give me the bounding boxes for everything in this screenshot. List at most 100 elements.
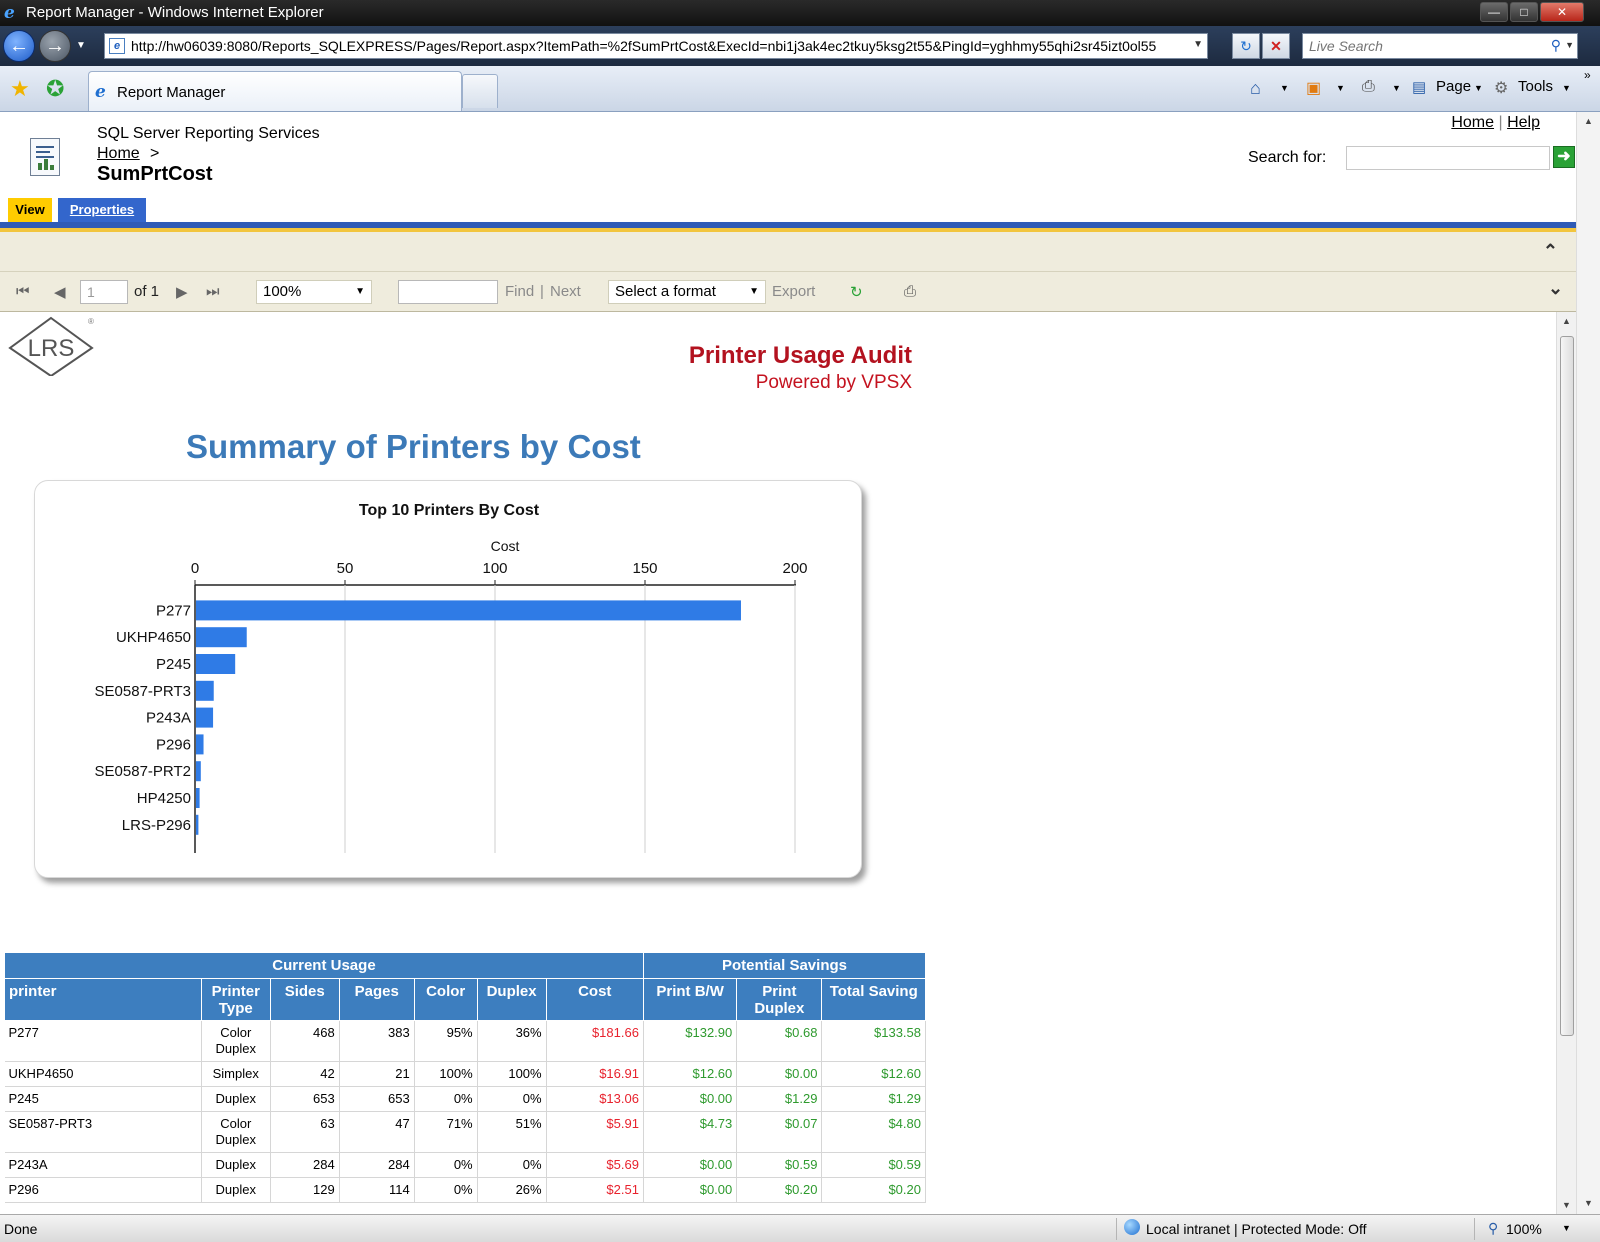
audit-subtitle: Powered by VPSX [755,372,912,393]
table-cell: 36% [477,1020,547,1062]
chart-bar [196,600,741,621]
page-vertical-scrollbar[interactable]: ▲ ▼ [1576,112,1600,1214]
tools-dropdown-icon[interactable]: ▼ [1562,83,1571,93]
page-menu[interactable]: Page [1436,78,1472,95]
maximize-button[interactable]: □ [1510,2,1538,22]
status-bar: Done Local intranet | Protected Mode: Of… [0,1214,1600,1242]
ie-logo-icon: e [4,3,15,23]
audit-title: Printer Usage Audit [688,342,912,369]
print-dropdown-icon[interactable]: ▼ [1392,83,1401,93]
export-format-value: Select a format [615,283,716,300]
chart-bar [196,734,204,755]
live-search-box[interactable]: ⚲ ▼ [1302,33,1578,59]
tab-properties[interactable]: Properties [58,198,146,222]
table-row: UKHP4650 Simplex 42 21 100% 100% $16.91 $12.60 $… [4,1061,926,1087]
table-cell: $5.91 [546,1111,644,1153]
collapse-parameters-icon[interactable]: ⌃ [1542,241,1558,261]
tab-label: Report Manager [117,84,226,101]
forward-button[interactable]: → [39,30,71,62]
chart-bar [196,627,247,648]
page-scroll-down-icon[interactable]: ▼ [1584,1198,1593,1208]
find-input[interactable] [398,280,498,304]
chart-x-tick-label: 0 [191,560,199,577]
table-cell: 21 [339,1061,415,1087]
address-url[interactable]: http://hw06039:8080/Reports_SQLEXPRESS/P… [131,38,1157,54]
first-page-icon[interactable]: ⏮ [16,283,30,300]
print-icon[interactable]: ⎙ [1362,78,1375,95]
back-button[interactable]: ← [3,30,35,62]
live-search-input[interactable] [1303,34,1543,58]
stop-icon[interactable]: ✕ [1262,33,1290,59]
page-scroll-up-icon[interactable]: ▲ [1584,116,1593,126]
next-link[interactable]: Next [550,283,581,300]
service-name: SQL Server Reporting Services [97,125,320,142]
export-format-select[interactable]: Select a format ▼ [608,280,766,304]
search-dropdown-icon[interactable]: ▼ [1565,40,1574,50]
column-header: Print Duplex [736,978,823,1021]
table-cell: $0.00 [736,1061,823,1087]
favorites-star-icon[interactable]: ★ [10,76,30,101]
address-bar[interactable]: e http://hw06039:8080/Reports_SQLEXPRESS… [104,33,1208,59]
expand-toolbar-icon[interactable]: ⌄ [1548,278,1564,298]
page-menu-dropdown-icon[interactable]: ▼ [1474,83,1483,93]
table-cell: $0.07 [736,1111,823,1153]
header-divider-blue [0,222,1576,228]
home-dropdown-icon[interactable]: ▼ [1280,83,1289,93]
feeds-icon[interactable]: ▣ [1306,80,1322,97]
chevron-more-icon[interactable]: » [1584,68,1591,82]
previous-page-icon[interactable]: ◀ [54,284,66,301]
table-cell: P243A [4,1152,202,1178]
table-cell: $0.20 [736,1177,823,1203]
table-cell: 95% [414,1020,478,1062]
header-divider-yellow [0,228,1576,232]
add-favorites-icon[interactable]: ✪ [46,76,65,101]
scrollbar-thumb[interactable] [1560,336,1574,1036]
search-input[interactable] [1346,146,1550,170]
last-page-icon[interactable]: ⏭ [206,283,220,300]
table-cell: $12.60 [643,1061,738,1087]
table-cell: $0.00 [643,1086,738,1112]
new-tab-button[interactable] [462,74,498,108]
history-dropdown-icon[interactable]: ▼ [76,40,86,51]
chart-bar [196,814,199,835]
breadcrumb-separator: > [150,145,160,162]
page-title: SumPrtCost [97,163,213,185]
feeds-dropdown-icon[interactable]: ▼ [1336,83,1345,93]
search-label: Search for: [1248,149,1327,166]
browser-tab[interactable]: e Report Manager [88,71,462,111]
table-cell: P245 [4,1086,202,1112]
zoom-dropdown-icon[interactable]: ▼ [1562,1223,1571,1233]
table-cell: 47 [339,1111,415,1153]
help-link[interactable]: Help [1507,114,1540,131]
refresh-icon[interactable]: ↻ [1232,33,1260,59]
address-dropdown-icon[interactable]: ▼ [1193,39,1203,50]
refresh-report-icon[interactable]: ↻ [850,284,863,301]
next-page-icon[interactable]: ▶ [176,284,188,301]
search-icon[interactable]: ⚲ [1550,37,1561,53]
status-zoom[interactable]: 100% [1506,1221,1542,1237]
table-cell: 0% [477,1152,547,1178]
home-link[interactable]: Home [1451,114,1495,131]
home-icon[interactable]: ⌂ [1250,78,1261,98]
export-link[interactable]: Export [772,283,816,300]
minimize-button[interactable]: — [1480,2,1508,22]
report-toolbar: ⏮ ◀ 1 of 1 ▶ ⏭ 100% ▼ Find | Next Select… [0,272,1576,312]
search-go-button[interactable]: ➜ [1553,146,1575,168]
table-cell: 100% [414,1061,478,1087]
security-zone[interactable]: Local intranet | Protected Mode: Off [1146,1221,1367,1237]
page-number-input[interactable]: 1 [80,280,128,304]
scroll-up-icon[interactable]: ▲ [1562,316,1571,326]
page-menu-icon: ▤ [1412,79,1427,96]
print-report-icon[interactable]: ⎙ [904,283,917,300]
close-button[interactable]: ✕ [1540,2,1584,22]
scroll-down-icon[interactable]: ▼ [1562,1200,1571,1210]
table-row: SE0587-PRT3 Color Duplex 63 47 71% 51% $5.91 $4… [4,1111,926,1153]
tab-view[interactable]: View [8,198,52,222]
column-header: Pages [338,978,415,1021]
breadcrumb-home-link[interactable]: Home [97,145,140,162]
printer-cost-table: Current Usage Potential Savings printer P… [4,952,927,1203]
zoom-select[interactable]: 100% ▼ [256,280,372,304]
tools-menu[interactable]: Tools [1518,78,1554,95]
report-vertical-scrollbar[interactable]: ▲ ▼ [1556,312,1576,1214]
find-link[interactable]: Find [505,283,535,300]
